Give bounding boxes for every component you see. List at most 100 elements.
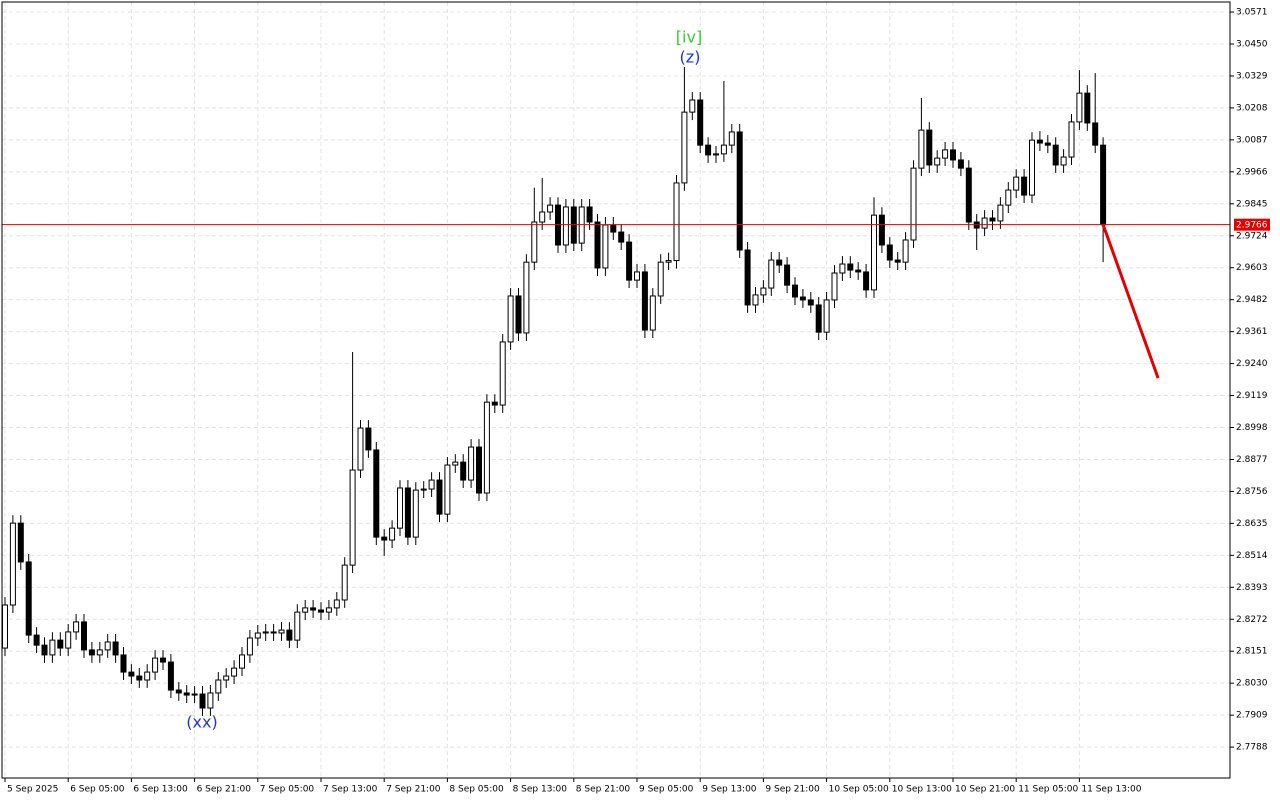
candle-body: [894, 259, 901, 263]
candle-body: [120, 654, 127, 673]
candle-body: [294, 611, 301, 641]
candle-body: [104, 641, 111, 651]
candle-body: [1100, 144, 1107, 226]
candle-body: [65, 631, 72, 649]
candle-body: [713, 153, 719, 156]
candle-body: [918, 129, 925, 169]
candle-body: [1044, 142, 1051, 146]
y-tick-label: 2.9724: [1236, 231, 1268, 241]
x-tick-label: 7 Sep 05:00: [260, 785, 315, 795]
candle-body: [760, 287, 767, 296]
plot-frame: [1, 1, 1231, 779]
wave-label: (xx): [186, 713, 217, 732]
candle-body: [333, 599, 340, 609]
candle-body: [728, 131, 735, 146]
candle-body: [318, 609, 324, 613]
candle-body: [254, 632, 261, 639]
y-tick-label: 2.9482: [1236, 295, 1268, 305]
y-tick-label: 2.9240: [1236, 359, 1268, 369]
candle-body: [452, 461, 459, 466]
candle-body: [389, 527, 396, 541]
candle-body: [483, 401, 490, 494]
candle-body: [246, 637, 253, 656]
grid: [2, 2, 1230, 778]
wave-label: [iv]: [676, 28, 702, 47]
x-tick-label: 8 Sep 05:00: [449, 785, 504, 795]
candle-body: [799, 296, 806, 301]
x-tick-label: 11 Sep 05:00: [1018, 785, 1078, 795]
candle-body: [1005, 189, 1012, 206]
candle-body: [373, 449, 380, 538]
candle-body: [847, 263, 854, 271]
candle-body: [1084, 92, 1091, 124]
candle-body: [278, 629, 285, 634]
candle-body: [302, 607, 309, 613]
candle-body: [981, 217, 988, 229]
candle-body: [594, 221, 601, 269]
candle-body: [855, 269, 862, 273]
candle-body: [673, 182, 680, 262]
candle-body: [681, 111, 688, 184]
x-tick-label: 9 Sep 21:00: [765, 785, 820, 795]
candle-body: [365, 427, 372, 451]
candle-body: [167, 661, 174, 691]
x-tick-label: 6 Sep 13:00: [133, 785, 188, 795]
candle-body: [325, 607, 332, 613]
y-tick-label: 2.7788: [1236, 743, 1268, 753]
x-tick-label: 10 Sep 21:00: [955, 785, 1015, 795]
candle-body: [831, 272, 838, 301]
candle-body: [792, 284, 798, 298]
candle-body: [262, 631, 269, 634]
candle-body: [863, 271, 870, 291]
x-tick-label: 10 Sep 05:00: [829, 785, 889, 795]
candle-body: [523, 261, 530, 334]
candle-body: [183, 692, 190, 696]
y-tick-label: 2.8514: [1236, 551, 1268, 561]
candle-body: [112, 641, 119, 656]
y-tick-label: 2.8151: [1236, 647, 1268, 657]
candle-body: [144, 671, 151, 681]
candle-body: [136, 675, 143, 681]
candle-body: [491, 401, 498, 406]
candle-body: [902, 239, 909, 263]
candle-body: [539, 211, 546, 223]
axes: 3.0571 3.0450 3.0329 3.0208 3.0087 2.9966 2.98…: [4, 8, 1270, 795]
candle-body: [618, 231, 625, 243]
current-price-label: 2.9766: [1236, 221, 1268, 231]
candle-body: [223, 675, 230, 681]
candle-body: [310, 607, 317, 611]
candle-body: [1068, 121, 1075, 158]
x-tick-label: 7 Sep 13:00: [323, 785, 378, 795]
y-tick-label: 2.9845: [1236, 199, 1268, 209]
candle-body: [965, 167, 972, 223]
candle-body: [689, 99, 696, 113]
y-tick-label: 2.8635: [1236, 519, 1268, 529]
y-tick-label: 2.8756: [1236, 487, 1268, 497]
candle-body: [1036, 139, 1043, 144]
y-tick-label: 2.8030: [1236, 679, 1268, 689]
candle-body: [547, 204, 554, 213]
y-tick-label: 2.8272: [1236, 615, 1268, 625]
candle-body: [33, 634, 40, 646]
candle-body: [515, 295, 522, 334]
candle-body: [649, 295, 656, 331]
candle-body: [926, 129, 933, 166]
candle-body: [1021, 176, 1028, 196]
candle-body: [468, 446, 475, 481]
candle-body: [2, 604, 8, 649]
candle-body: [152, 657, 159, 673]
candle-body: [436, 479, 443, 515]
candle-body: [1029, 139, 1035, 196]
candle-body: [199, 693, 206, 709]
x-tick-label: 9 Sep 13:00: [702, 785, 757, 795]
x-tick-label: 5 Sep 2025: [7, 785, 58, 795]
candle-body: [744, 249, 751, 306]
candle-body: [697, 99, 704, 146]
candle-body: [499, 341, 506, 406]
candle-body: [815, 304, 822, 333]
candle-body: [476, 446, 482, 494]
candle-body: [531, 221, 538, 263]
wave-label: (z): [680, 48, 701, 67]
candle-body: [231, 667, 238, 677]
